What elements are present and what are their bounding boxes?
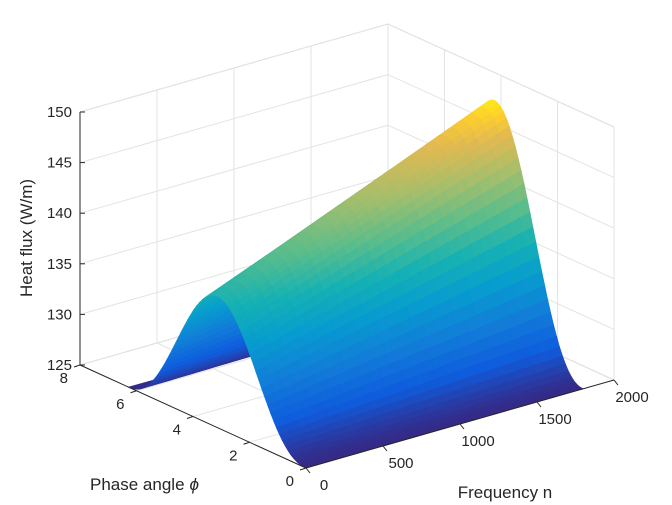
y-axis-label-text: Phase angle <box>90 475 185 494</box>
x-tick-label: 1500 <box>538 411 571 428</box>
grid-line-z <box>79 124 615 229</box>
y-tick <box>186 416 194 419</box>
x-tick-label: 2000 <box>615 389 648 406</box>
x-tick <box>459 423 465 430</box>
x-tick <box>536 401 542 408</box>
y-axis-label-symbol: ϕ <box>190 475 199 494</box>
x-tick <box>305 467 311 474</box>
tick-marks <box>73 111 619 474</box>
y-tick <box>243 441 250 445</box>
grid-line-z <box>79 74 615 179</box>
y-tick <box>130 390 137 394</box>
x-tick <box>613 379 619 386</box>
x-tick-label: 1000 <box>461 433 494 450</box>
y-axis-line <box>79 364 307 469</box>
z-tick-label: 150 <box>47 104 72 121</box>
x-axis-line <box>305 379 615 469</box>
y-tick <box>73 364 81 368</box>
x-tick <box>382 445 388 452</box>
y-tick <box>299 467 307 471</box>
z-tick-label: 130 <box>47 306 72 323</box>
z-tick-label: 125 <box>47 357 72 374</box>
y-axis-label: Phase angle ϕ <box>90 475 199 494</box>
y-tick-label: 8 <box>60 370 68 387</box>
x-tick-label: 500 <box>388 455 413 472</box>
y-tick-label: 0 <box>286 473 294 490</box>
z-tick-label: 140 <box>47 205 72 222</box>
x-axis-label: Frequency n <box>458 483 553 502</box>
x-tick-label: 0 <box>320 477 328 494</box>
y-tick-label: 4 <box>173 422 181 439</box>
z-axis-label: Heat flux (W/m) <box>17 179 36 297</box>
z-tick-label: 135 <box>47 256 72 273</box>
y-tick-label: 2 <box>229 447 237 464</box>
y-tick-label: 6 <box>116 396 124 413</box>
z-tick-label: 145 <box>47 155 72 172</box>
heat-flux-surface <box>128 99 584 469</box>
grid-line-z <box>79 23 615 128</box>
